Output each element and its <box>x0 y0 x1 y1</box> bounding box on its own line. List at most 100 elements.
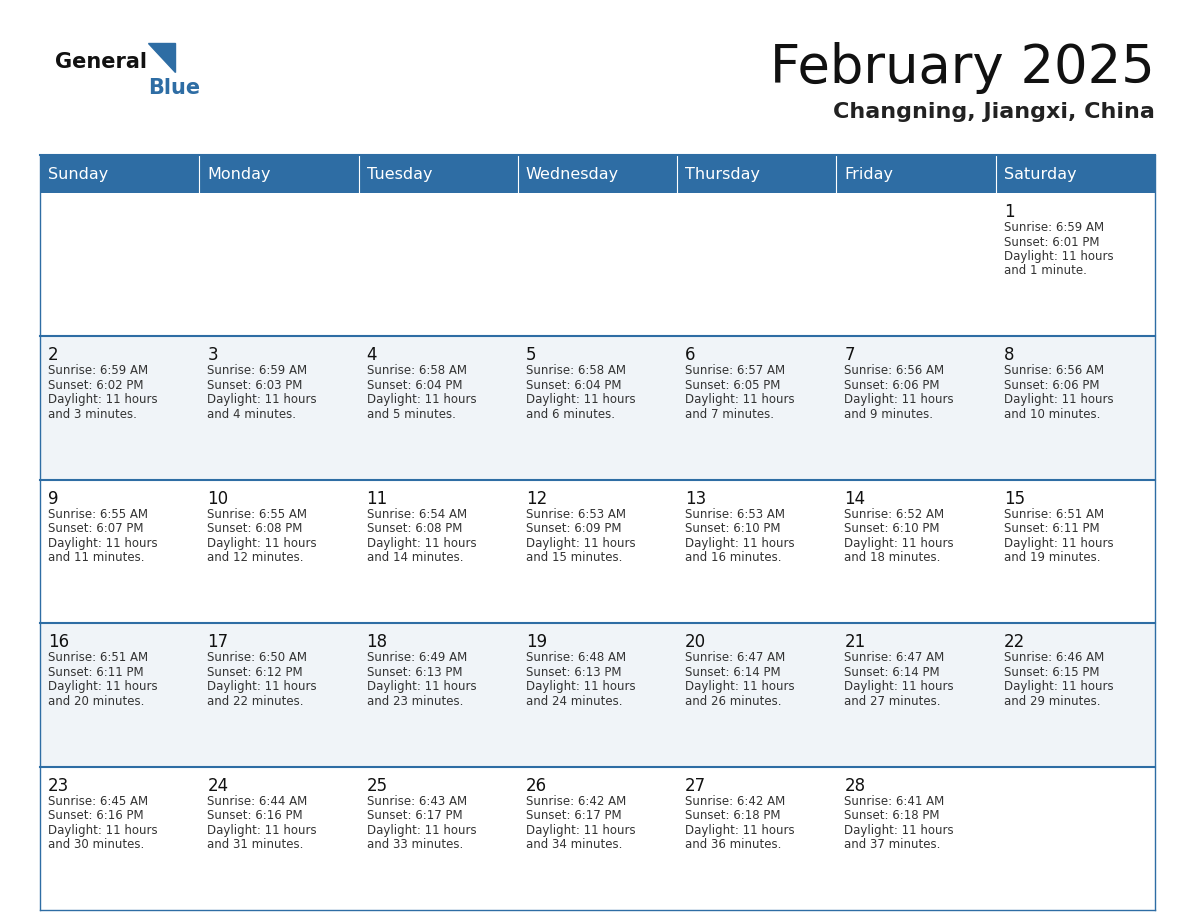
Text: Daylight: 11 hours: Daylight: 11 hours <box>526 394 636 407</box>
Text: and 23 minutes.: and 23 minutes. <box>367 695 463 708</box>
Text: and 27 minutes.: and 27 minutes. <box>845 695 941 708</box>
Text: Sunset: 6:08 PM: Sunset: 6:08 PM <box>367 522 462 535</box>
Text: 6: 6 <box>685 346 696 364</box>
Text: Sunset: 6:10 PM: Sunset: 6:10 PM <box>685 522 781 535</box>
Text: Daylight: 11 hours: Daylight: 11 hours <box>48 823 158 836</box>
Text: 18: 18 <box>367 633 387 651</box>
Text: and 18 minutes.: and 18 minutes. <box>845 552 941 565</box>
Bar <box>40 155 200 193</box>
Text: 4: 4 <box>367 346 377 364</box>
Text: Sunset: 6:13 PM: Sunset: 6:13 PM <box>526 666 621 678</box>
Text: Monday: Monday <box>207 166 271 182</box>
Text: Daylight: 11 hours: Daylight: 11 hours <box>685 823 795 836</box>
Text: 23: 23 <box>48 777 69 795</box>
Text: Daylight: 11 hours: Daylight: 11 hours <box>685 537 795 550</box>
Bar <box>996 155 1155 193</box>
Text: 7: 7 <box>845 346 855 364</box>
Text: Sunrise: 6:55 AM: Sunrise: 6:55 AM <box>207 508 308 521</box>
Text: and 29 minutes.: and 29 minutes. <box>1004 695 1100 708</box>
Text: 12: 12 <box>526 490 548 508</box>
Text: Sunset: 6:05 PM: Sunset: 6:05 PM <box>685 379 781 392</box>
Text: 26: 26 <box>526 777 546 795</box>
Text: and 22 minutes.: and 22 minutes. <box>207 695 304 708</box>
Text: 3: 3 <box>207 346 217 364</box>
Text: Daylight: 11 hours: Daylight: 11 hours <box>48 394 158 407</box>
Bar <box>40 193 1155 336</box>
Bar <box>40 336 1155 480</box>
Text: Daylight: 11 hours: Daylight: 11 hours <box>367 394 476 407</box>
Text: and 1 minute.: and 1 minute. <box>1004 264 1087 277</box>
Text: Sunrise: 6:59 AM: Sunrise: 6:59 AM <box>1004 221 1104 234</box>
Text: Sunset: 6:16 PM: Sunset: 6:16 PM <box>207 809 303 823</box>
Text: 24: 24 <box>207 777 228 795</box>
Text: Sunrise: 6:43 AM: Sunrise: 6:43 AM <box>367 795 467 808</box>
Text: and 14 minutes.: and 14 minutes. <box>367 552 463 565</box>
Text: Sunset: 6:02 PM: Sunset: 6:02 PM <box>48 379 144 392</box>
Text: Daylight: 11 hours: Daylight: 11 hours <box>1004 394 1113 407</box>
Text: and 11 minutes.: and 11 minutes. <box>48 552 145 565</box>
Text: 1: 1 <box>1004 203 1015 221</box>
Text: and 12 minutes.: and 12 minutes. <box>207 552 304 565</box>
Text: Sunset: 6:09 PM: Sunset: 6:09 PM <box>526 522 621 535</box>
Text: Saturday: Saturday <box>1004 166 1076 182</box>
Text: Daylight: 11 hours: Daylight: 11 hours <box>207 680 317 693</box>
Text: Sunrise: 6:42 AM: Sunrise: 6:42 AM <box>526 795 626 808</box>
Text: Sunset: 6:14 PM: Sunset: 6:14 PM <box>685 666 781 678</box>
Text: Sunset: 6:07 PM: Sunset: 6:07 PM <box>48 522 144 535</box>
Text: Changning, Jiangxi, China: Changning, Jiangxi, China <box>833 102 1155 122</box>
Text: Daylight: 11 hours: Daylight: 11 hours <box>845 537 954 550</box>
Text: 22: 22 <box>1004 633 1025 651</box>
Text: and 34 minutes.: and 34 minutes. <box>526 838 623 851</box>
Text: Sunrise: 6:57 AM: Sunrise: 6:57 AM <box>685 364 785 377</box>
Text: Sunset: 6:12 PM: Sunset: 6:12 PM <box>207 666 303 678</box>
Text: 8: 8 <box>1004 346 1015 364</box>
Text: and 31 minutes.: and 31 minutes. <box>207 838 304 851</box>
Text: Sunrise: 6:50 AM: Sunrise: 6:50 AM <box>207 651 308 665</box>
Text: Sunset: 6:11 PM: Sunset: 6:11 PM <box>48 666 144 678</box>
Text: Daylight: 11 hours: Daylight: 11 hours <box>845 823 954 836</box>
Text: Sunrise: 6:52 AM: Sunrise: 6:52 AM <box>845 508 944 521</box>
Text: and 37 minutes.: and 37 minutes. <box>845 838 941 851</box>
Text: Sunrise: 6:47 AM: Sunrise: 6:47 AM <box>685 651 785 665</box>
Text: Sunset: 6:10 PM: Sunset: 6:10 PM <box>845 522 940 535</box>
Text: Sunrise: 6:59 AM: Sunrise: 6:59 AM <box>207 364 308 377</box>
Text: Sunset: 6:18 PM: Sunset: 6:18 PM <box>845 809 940 823</box>
Text: Sunset: 6:14 PM: Sunset: 6:14 PM <box>845 666 940 678</box>
Text: Sunrise: 6:47 AM: Sunrise: 6:47 AM <box>845 651 944 665</box>
Text: and 33 minutes.: and 33 minutes. <box>367 838 463 851</box>
Text: Sunset: 6:13 PM: Sunset: 6:13 PM <box>367 666 462 678</box>
Text: Daylight: 11 hours: Daylight: 11 hours <box>48 680 158 693</box>
Text: Daylight: 11 hours: Daylight: 11 hours <box>845 394 954 407</box>
Text: Daylight: 11 hours: Daylight: 11 hours <box>845 680 954 693</box>
Text: Sunday: Sunday <box>48 166 108 182</box>
Bar <box>40 480 1155 623</box>
Text: Sunrise: 6:53 AM: Sunrise: 6:53 AM <box>685 508 785 521</box>
Text: Sunrise: 6:53 AM: Sunrise: 6:53 AM <box>526 508 626 521</box>
Text: Sunset: 6:01 PM: Sunset: 6:01 PM <box>1004 236 1099 249</box>
Text: Sunrise: 6:41 AM: Sunrise: 6:41 AM <box>845 795 944 808</box>
Text: Sunset: 6:04 PM: Sunset: 6:04 PM <box>526 379 621 392</box>
Text: Sunrise: 6:56 AM: Sunrise: 6:56 AM <box>1004 364 1104 377</box>
Text: and 19 minutes.: and 19 minutes. <box>1004 552 1100 565</box>
Text: Daylight: 11 hours: Daylight: 11 hours <box>1004 537 1113 550</box>
Text: Thursday: Thursday <box>685 166 760 182</box>
Text: 10: 10 <box>207 490 228 508</box>
Text: Sunrise: 6:45 AM: Sunrise: 6:45 AM <box>48 795 148 808</box>
Text: Sunrise: 6:54 AM: Sunrise: 6:54 AM <box>367 508 467 521</box>
Text: 13: 13 <box>685 490 707 508</box>
Text: Daylight: 11 hours: Daylight: 11 hours <box>48 537 158 550</box>
Text: Daylight: 11 hours: Daylight: 11 hours <box>685 680 795 693</box>
Text: 11: 11 <box>367 490 387 508</box>
Text: Sunset: 6:08 PM: Sunset: 6:08 PM <box>207 522 303 535</box>
Bar <box>40 623 1155 767</box>
Text: and 16 minutes.: and 16 minutes. <box>685 552 782 565</box>
Text: 14: 14 <box>845 490 866 508</box>
Text: 15: 15 <box>1004 490 1025 508</box>
Text: Sunrise: 6:58 AM: Sunrise: 6:58 AM <box>526 364 626 377</box>
Text: Sunrise: 6:46 AM: Sunrise: 6:46 AM <box>1004 651 1104 665</box>
Text: Sunrise: 6:58 AM: Sunrise: 6:58 AM <box>367 364 467 377</box>
Text: Friday: Friday <box>845 166 893 182</box>
Text: Daylight: 11 hours: Daylight: 11 hours <box>526 537 636 550</box>
Text: Daylight: 11 hours: Daylight: 11 hours <box>367 537 476 550</box>
Text: and 6 minutes.: and 6 minutes. <box>526 408 615 420</box>
